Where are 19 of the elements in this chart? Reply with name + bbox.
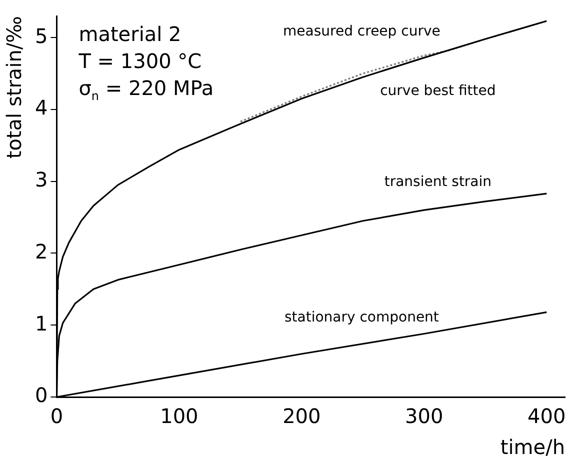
x-tick-label: 200 (282, 404, 321, 428)
series-label: stationary component (284, 310, 440, 326)
series-label: curve best fitted (380, 83, 496, 100)
y-tick-label: 3 (34, 168, 48, 192)
x-tick-label: 100 (160, 404, 198, 428)
y-tick-label: 1 (34, 311, 48, 336)
x-tick-label: 0 (50, 404, 64, 428)
y-tick-label: 4 (34, 96, 48, 120)
series-label: transient strain (384, 174, 492, 190)
annotation: material 2 (78, 22, 182, 46)
x-tick-label: 400 (528, 404, 566, 428)
x-tick-label: 300 (405, 404, 444, 428)
y-tick-label: 2 (34, 239, 48, 264)
y-tick-label: 5 (34, 24, 48, 48)
y-tick-label: 0 (34, 383, 48, 408)
x-axis-title: time/h (500, 435, 565, 460)
y-axis-title: total strain/‰ (2, 16, 26, 159)
annotation: T = 1300 °C (78, 49, 202, 74)
series-label: measured creep curve (283, 24, 440, 40)
